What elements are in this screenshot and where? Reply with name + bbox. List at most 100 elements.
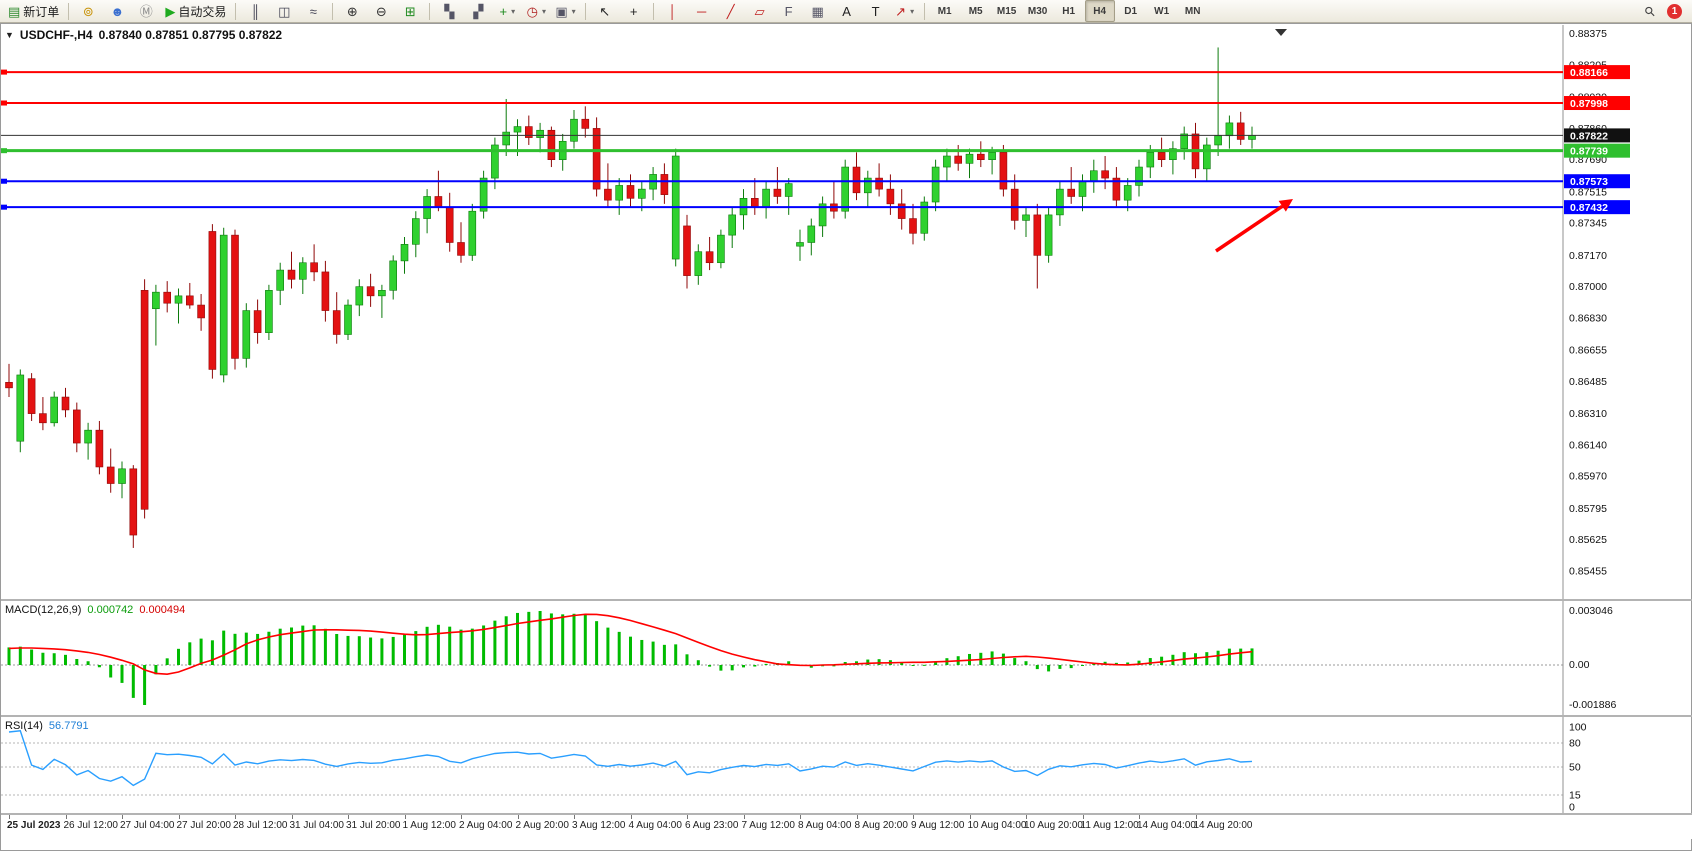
chart-menu-icon[interactable]: ▼	[5, 30, 14, 40]
label-button[interactable]: T	[862, 0, 890, 22]
zoom-in-button[interactable]: ⊕	[338, 0, 366, 22]
chart-shift-marker[interactable]	[1275, 29, 1287, 36]
macd-histogram-bar	[1001, 653, 1005, 665]
macd-histogram-bar	[199, 638, 203, 665]
candle-body	[1033, 214, 1042, 256]
candle-body	[163, 291, 171, 304]
macd-histogram-bar	[380, 638, 384, 665]
fibonacci-button[interactable]: F	[775, 0, 803, 22]
search-button[interactable]: ⚲	[1636, 0, 1664, 22]
m-circle-icon: Ⓜ	[139, 3, 153, 19]
timeframe-m15-button[interactable]: M15	[996, 5, 1017, 17]
macd-histogram-bar	[470, 628, 474, 665]
trendline-button[interactable]: ╱	[717, 0, 745, 22]
templates-button[interactable]: ▣ ▾	[551, 0, 579, 22]
macd-panel[interactable]: 0.003046 0.00 -0.001886	[1, 601, 1692, 715]
chart-candles-button[interactable]: ◫	[270, 0, 298, 22]
macd-histogram-bar	[742, 665, 745, 668]
macd-histogram-bar	[30, 649, 34, 665]
chevron-down-icon: ▾	[571, 6, 576, 16]
price-chart[interactable]: 0.883750.882050.880300.878600.876900.875…	[1, 25, 1692, 599]
fibonacci-icon: F	[784, 3, 793, 19]
trend-arrow[interactable]	[1215, 199, 1293, 253]
timeframe-m5-button[interactable]: M5	[968, 5, 983, 17]
rsi-axis-label: 80	[1569, 738, 1581, 750]
candle-body	[502, 131, 511, 146]
metaquotes-button[interactable]: Ⓜ	[132, 0, 160, 22]
periods-button[interactable]: ◷ ▾	[522, 0, 550, 22]
cascade-windows-button[interactable]: ▞	[464, 0, 492, 22]
new-order-button[interactable]: ▤ 新订单	[4, 0, 63, 22]
panel-divider[interactable]	[1, 599, 1692, 601]
candle-body	[581, 118, 590, 129]
main-toolbar: ▤ 新订单 ⊚ ☻ Ⓜ ▶ 自动交易 ║ ◫ ≈ ⊕ ⊖ ⊞ ▚ ▞ + ▾ ◷ ▾ ▣ ▾ ↖ + │ ─ ╱ ▱ F ▦ A T ↗ ▾ M1…	[0, 0, 1692, 23]
timeframe-h1-button[interactable]: H1	[1062, 5, 1076, 17]
macd-histogram-bar	[866, 659, 870, 665]
macd-histogram-bar	[1035, 665, 1039, 670]
time-axis[interactable]: 25 Jul 2023 26 Jul 12:00 27 Jul 04:00 27 Ju…	[1, 815, 1692, 839]
zoom-in-icon: ⊕	[346, 3, 358, 19]
cursor-button[interactable]: ↖	[591, 0, 619, 22]
macd-histogram-bar	[120, 665, 124, 683]
candle-body	[536, 129, 544, 138]
macd-histogram-bar	[1160, 656, 1164, 665]
macd-histogram-bar	[764, 663, 768, 665]
timeframe-m1-button[interactable]: M1	[937, 5, 952, 17]
macd-histogram-bar	[832, 665, 836, 667]
candle-body	[1101, 170, 1109, 179]
arrange-windows-button[interactable]: ▚	[435, 0, 463, 22]
candle-body	[231, 234, 239, 359]
grid-button[interactable]: ▦	[804, 0, 832, 22]
candle-body	[897, 203, 906, 219]
crosshair-button[interactable]: +	[620, 0, 648, 22]
tile-windows-button[interactable]: ⊞	[396, 0, 424, 22]
crosshair-icon: +	[629, 3, 638, 19]
trendline-icon: ╱	[726, 3, 735, 19]
price-level-tag-label: 0.87573	[1570, 176, 1608, 188]
timeframe-h4-button[interactable]: H4	[1084, 0, 1115, 22]
chart-bars-button[interactable]: ║	[241, 0, 269, 22]
vertical-line-button[interactable]: │	[659, 0, 687, 22]
candle-body	[1203, 144, 1211, 170]
compass-button[interactable]: ⊚	[74, 0, 102, 22]
timeframe-d1-button[interactable]: D1	[1124, 5, 1138, 17]
market-watch-button[interactable]: ☻	[103, 0, 131, 22]
timeframe-m30-button[interactable]: M30	[1027, 5, 1048, 17]
candles-chart-icon: ◫	[278, 3, 291, 19]
chart-window[interactable]: ▼ USDCHF-,H4 0.87840 0.87851 0.87795 0.8…	[0, 23, 1692, 851]
auto-trading-button[interactable]: ▶ 自动交易	[161, 0, 230, 22]
macd-histogram-bar	[1058, 665, 1062, 669]
horizontal-line-button[interactable]: ─	[688, 0, 716, 22]
notification-badge[interactable]: 1	[1667, 3, 1682, 19]
time-axis-label: 8 Aug 20:00	[854, 820, 908, 831]
price-level-tag	[1564, 96, 1630, 111]
time-axis-label: 11 Aug 12:00	[1080, 820, 1139, 831]
rsi-panel[interactable]: 100 80 50 150	[1, 717, 1692, 813]
price-level-tag-label: 0.87998	[1570, 98, 1608, 110]
timeframe-mn-button[interactable]: MN	[1184, 5, 1201, 17]
chart-line-button[interactable]: ≈	[299, 0, 327, 22]
macd-histogram-bar	[900, 662, 904, 665]
zoom-out-button[interactable]: ⊖	[367, 0, 395, 22]
time-axis-label: 25 Jul 2023	[7, 820, 61, 831]
panel-divider[interactable]	[1, 813, 1692, 815]
new-chart-button[interactable]: + ▾	[493, 0, 521, 22]
macd-histogram-bar	[674, 644, 678, 665]
macd-histogram-bar	[357, 636, 361, 665]
time-axis-label: 4 Aug 04:00	[628, 820, 682, 831]
panel-divider[interactable]	[1, 715, 1692, 717]
macd-histogram-bar	[1216, 650, 1220, 665]
level-left-marker	[1, 69, 7, 75]
macd-histogram-bar	[640, 639, 644, 665]
time-tick	[122, 815, 123, 819]
arrows-object-button[interactable]: ↗ ▾	[891, 0, 919, 22]
toolbar-separator	[68, 2, 70, 20]
macd-histogram-bar	[425, 626, 429, 665]
text-button[interactable]: A	[833, 0, 861, 22]
text-icon: A	[842, 3, 851, 19]
compass-icon: ⊚	[82, 3, 94, 19]
channel-button[interactable]: ▱	[746, 0, 774, 22]
timeframe-w1-button[interactable]: W1	[1154, 5, 1170, 17]
candle-body	[186, 295, 194, 306]
candle-body	[705, 251, 714, 264]
